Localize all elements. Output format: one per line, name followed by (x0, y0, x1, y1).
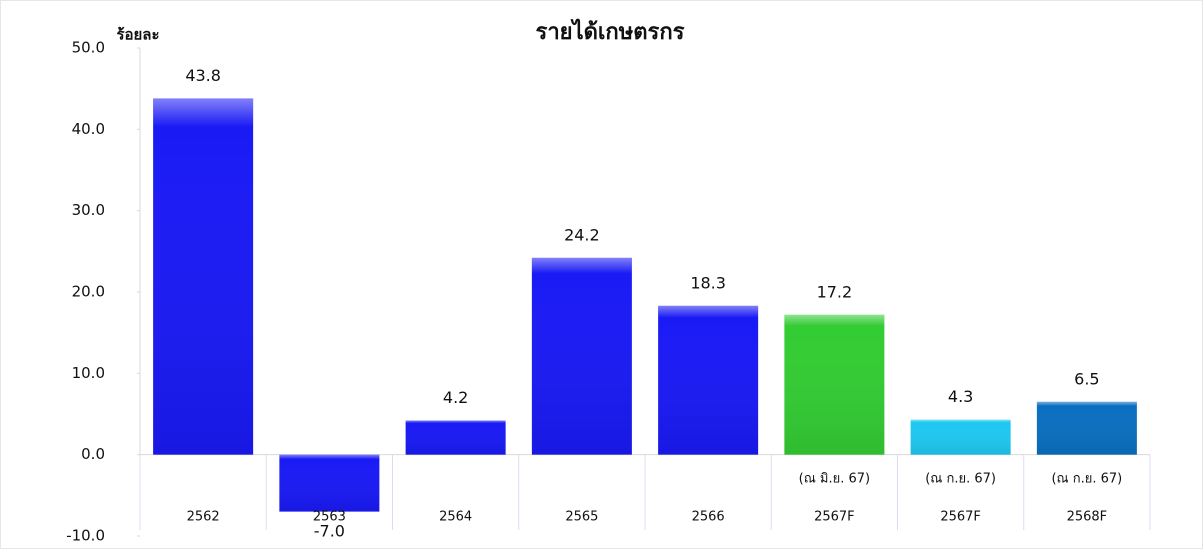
y-tick-label: 10.0 (72, 364, 105, 382)
bar-shade (531, 257, 632, 455)
data-label: 18.3 (690, 273, 726, 292)
data-label: 4.3 (948, 387, 973, 406)
x-tick-note: (ณ ก.ย. 67) (925, 472, 996, 487)
data-label: 6.5 (1074, 369, 1099, 388)
x-tick-label: 2567F (940, 510, 981, 525)
data-label: 24.2 (564, 225, 600, 244)
x-tick-label: 2568F (1067, 510, 1108, 525)
bar-shade (910, 419, 1011, 455)
data-label: 4.2 (443, 388, 468, 407)
y-tick-label: 50.0 (72, 39, 105, 57)
x-tick-label: 2563 (313, 510, 346, 525)
y-tick-label: 30.0 (72, 201, 105, 219)
data-label: -7.0 (314, 522, 345, 541)
x-tick-label: 2562 (187, 510, 220, 525)
y-tick-label: -10.0 (66, 527, 105, 545)
x-tick-label: 2564 (439, 510, 472, 525)
bar-shade (784, 314, 885, 455)
x-tick-label: 2566 (692, 510, 725, 525)
y-axis-label: ร้อยละ (116, 26, 159, 44)
bar-shade (153, 98, 254, 455)
y-tick-label: 20.0 (72, 283, 105, 301)
chart-title: รายได้เกษตรกร (536, 18, 685, 45)
data-label: 17.2 (817, 282, 853, 301)
y-tick-label: 40.0 (72, 120, 105, 138)
x-tick-note: (ณ ก.ย. 67) (1051, 472, 1122, 487)
y-tick-label: 0.0 (81, 445, 105, 463)
x-tick-label: 2565 (565, 510, 598, 525)
bar-shade (1036, 401, 1137, 455)
bar-shade (658, 305, 759, 455)
bar-shade (279, 454, 380, 512)
x-tick-label: 2567F (814, 510, 855, 525)
data-label: 43.8 (185, 66, 221, 85)
bar-shade (405, 420, 506, 455)
x-tick-note: (ณ มิ.ย. 67) (799, 472, 870, 487)
